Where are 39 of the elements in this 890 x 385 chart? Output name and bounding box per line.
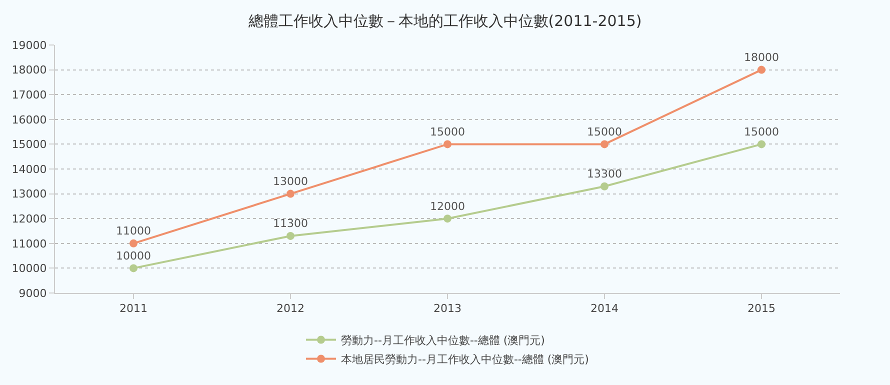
x-tick-label: 2014: [590, 302, 618, 316]
point: [286, 190, 294, 198]
y-tick-label: 19000: [12, 38, 47, 52]
point: [130, 239, 138, 248]
x-tick-label: 2013: [434, 302, 462, 316]
data-label: 13000: [273, 175, 308, 188]
y-tick-label: 18000: [12, 64, 47, 77]
point: [600, 182, 608, 190]
chart-title: 總體工作收入中位數－本地的工作收入中位數(2011-2015): [247, 12, 642, 30]
point: [444, 140, 452, 148]
data-label: 10000: [116, 249, 151, 262]
point: [600, 140, 608, 148]
data-label: 11000: [116, 224, 151, 238]
y-tick-label: 12000: [12, 212, 47, 226]
x-tick-label: 2011: [120, 302, 148, 316]
y-tick-label: 11000: [12, 237, 47, 250]
legend-label: 勞動力--月工作收入中位數--總體 (澳門元): [341, 334, 545, 348]
x-tick-label: 2015: [748, 302, 776, 316]
x-tick-label: 2012: [276, 302, 304, 316]
data-label: 15000: [744, 125, 779, 138]
data-label: 18000: [744, 51, 779, 64]
data-label: 15000: [430, 125, 465, 138]
y-tick-label: 13000: [12, 188, 47, 201]
data-label: 15000: [587, 125, 622, 138]
y-tick-label: 14000: [12, 162, 47, 176]
point: [444, 214, 452, 223]
point: [286, 232, 294, 240]
data-label: 13300: [587, 168, 622, 181]
y-tick-label: 17000: [12, 88, 47, 102]
point: [758, 140, 766, 148]
data-label: 11300: [273, 217, 308, 230]
point: [130, 264, 138, 272]
y-tick-label: 9000: [18, 286, 47, 300]
legend-label: 本地居民勞動力--月工作收入中位數--總體 (澳門元): [341, 353, 589, 366]
y-tick-label: 15000: [12, 138, 47, 152]
data-label: 12000: [430, 200, 465, 213]
y-tick-label: 16000: [12, 113, 47, 126]
point: [758, 66, 766, 74]
y-tick-label: 10000: [12, 262, 47, 276]
